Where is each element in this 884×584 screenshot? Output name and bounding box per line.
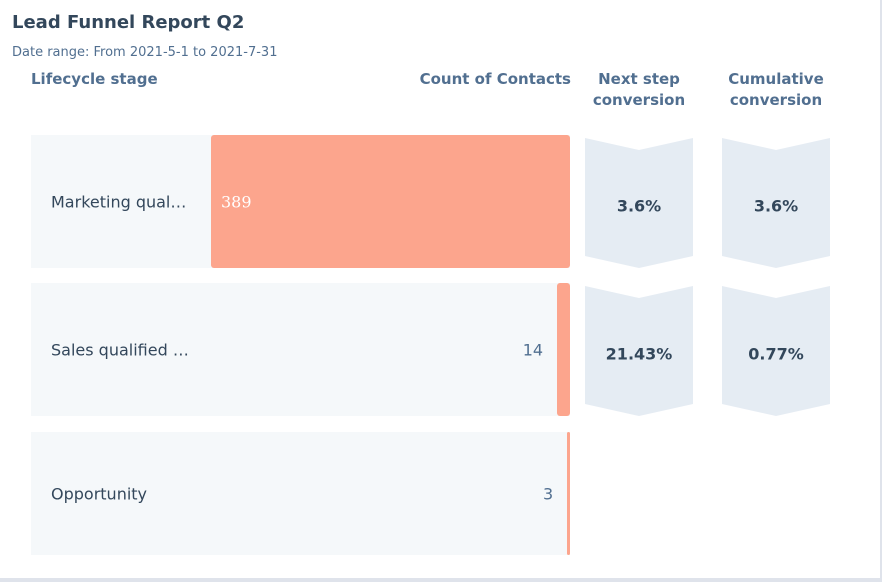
subtitle: Date range: From 2021-5-1 to 2021-7-31	[12, 45, 278, 60]
category-label: Sales qualified …	[51, 340, 189, 359]
conversion-chevron	[722, 286, 830, 416]
value-header: Count of Contacts	[419, 70, 571, 88]
conversion-value: 0.77%	[748, 344, 804, 364]
conversion-chevron	[722, 138, 830, 268]
conversion-chevron	[585, 286, 693, 416]
row-background	[31, 283, 570, 416]
chevron-shape	[585, 138, 693, 268]
chevron-shape	[722, 286, 830, 416]
conversion-value: 3.6%	[616, 196, 662, 216]
category-label: Marketing qual…	[51, 192, 187, 211]
conversion-header: Next step conversion	[592, 70, 686, 109]
chevron-shape	[722, 138, 830, 268]
category-label: Opportunity	[51, 484, 148, 503]
value-label: 389	[221, 192, 252, 211]
conversion-value: 3.6%	[753, 196, 799, 216]
chevron-shape	[585, 286, 693, 416]
value-label: 3	[543, 484, 554, 503]
bar	[567, 432, 570, 555]
row-background	[31, 432, 570, 555]
conversion-header: Cumulative conversion	[728, 70, 824, 109]
bar	[211, 135, 570, 268]
category-header: Lifecycle stage	[31, 70, 158, 88]
bar	[557, 283, 570, 416]
chart-title: Lead Funnel Report Q2	[12, 12, 245, 33]
conversion-chevron	[585, 138, 693, 268]
value-label: 14	[522, 340, 544, 359]
conversion-value: 21.43%	[605, 344, 673, 364]
